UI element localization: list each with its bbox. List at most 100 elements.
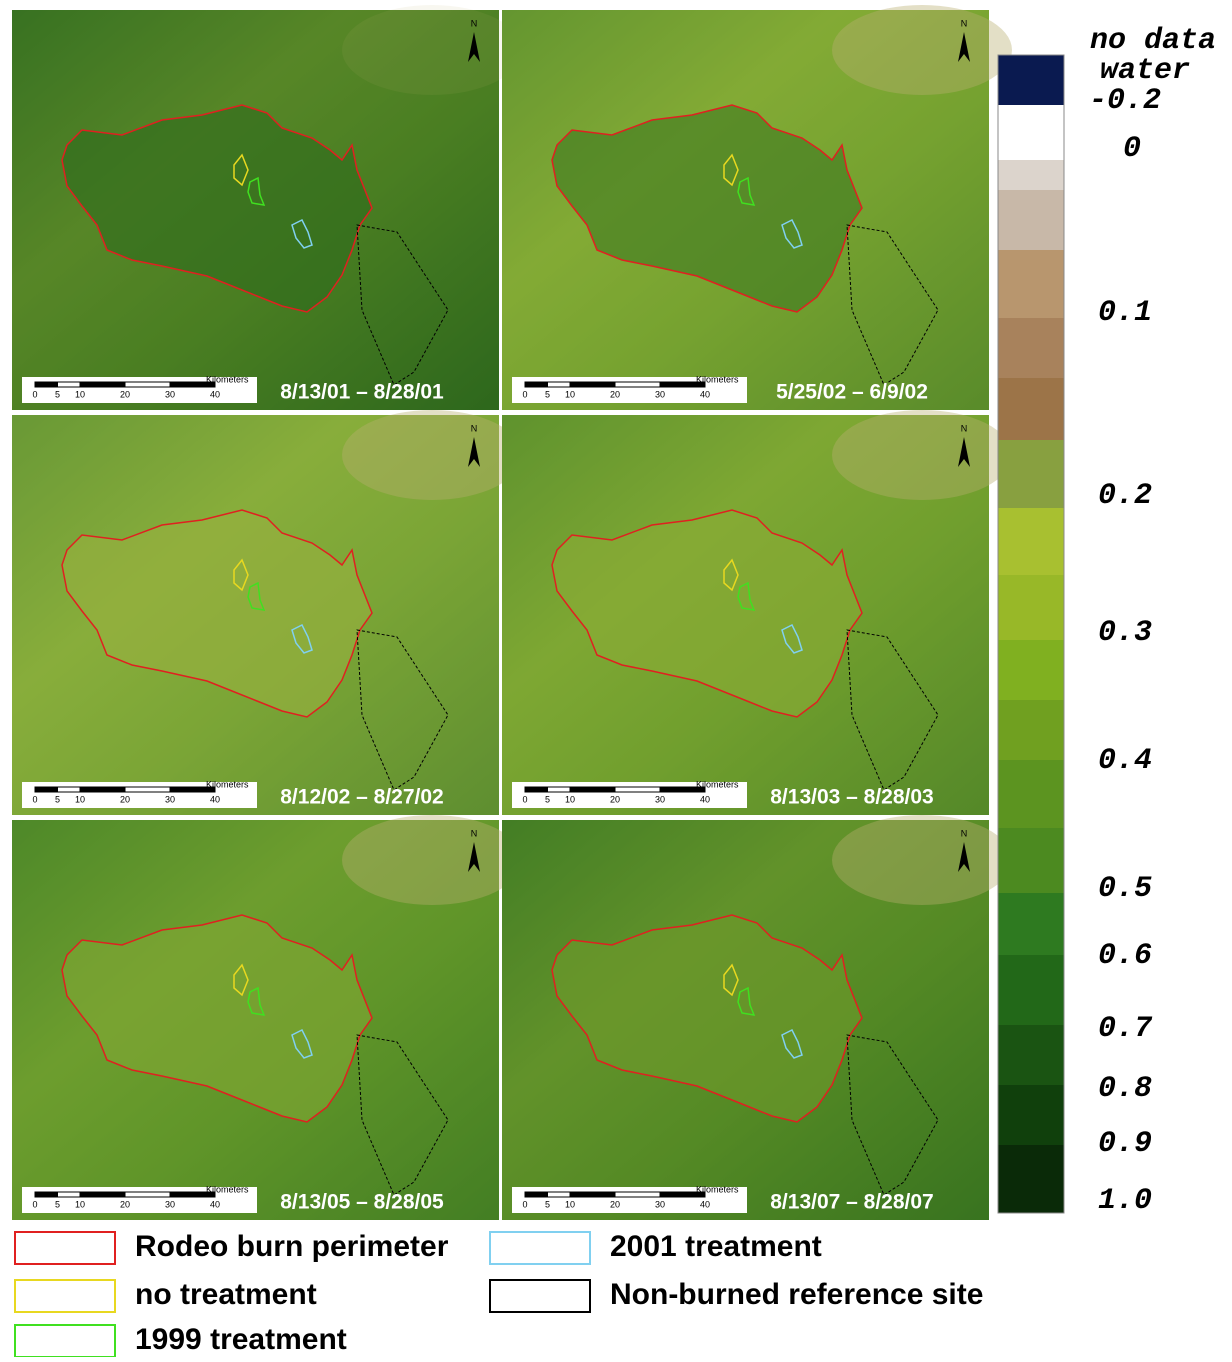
scale-tick-label: 20	[120, 389, 130, 399]
no-treatment	[723, 153, 739, 187]
scale-tick-label: 40	[700, 794, 710, 804]
scale-tick-label: 30	[165, 1199, 175, 1209]
scale-bar-box	[512, 1187, 747, 1213]
north-label: N	[961, 828, 968, 838]
colorbar-segment	[998, 55, 1064, 105]
scale-bar-box	[22, 377, 257, 403]
scale-bar-segment	[34, 786, 58, 793]
legend-label: Rodeo burn perimeter	[135, 1230, 449, 1263]
north-arrow	[468, 32, 480, 62]
colorbar-segment	[998, 105, 1064, 160]
date-label: 8/13/01 – 8/28/01	[280, 381, 444, 404]
map-panel: N 0 5 10 20 30 40 Kilometers 8/13/05 – 8/28/05	[12, 815, 522, 1220]
colorbar-label: 0.9	[1098, 1127, 1152, 1161]
scale-unit: Kilometers	[696, 374, 739, 384]
north-label: N	[961, 18, 968, 28]
treatment-1999	[247, 986, 266, 1016]
no-treatment	[723, 558, 739, 592]
scale-tick-label: 10	[75, 794, 85, 804]
scale-bar-segment	[614, 786, 661, 793]
scale-bar-segment	[169, 786, 216, 793]
colorbar-segment	[998, 1025, 1064, 1085]
date-label: 5/25/02 – 6/9/02	[776, 381, 928, 404]
scale-tick-label: 0	[522, 794, 527, 804]
colorbar-segment	[998, 440, 1064, 508]
legend-swatch	[14, 1324, 116, 1358]
scale-tick-label: 10	[565, 389, 575, 399]
north-arrow	[958, 842, 970, 872]
scale-tick-label: 10	[75, 389, 85, 399]
scale-bar-segment	[569, 1191, 616, 1198]
scale-bar-segment	[34, 1191, 58, 1198]
burn-perimeter	[551, 914, 863, 1123]
scale-unit: Kilometers	[696, 779, 739, 789]
reference-site	[846, 629, 939, 791]
highland	[832, 5, 1012, 95]
north-label: N	[471, 423, 478, 433]
scale-bar-box	[22, 1187, 257, 1213]
treatment-2001	[781, 1028, 803, 1059]
scale-tick-label: 20	[120, 1199, 130, 1209]
map-panel: N 0 5 10 20 30 40 Kilometers 8/13/01 – 8/28/01	[12, 5, 522, 410]
scale-tick-label: 0	[522, 1199, 527, 1209]
scale-tick-label: 0	[32, 1199, 37, 1209]
scale-unit: Kilometers	[206, 779, 249, 789]
treatment-1999	[737, 581, 756, 611]
legend-swatch	[14, 1279, 116, 1313]
colorbar-segment	[998, 190, 1064, 250]
colorbar-segment	[998, 955, 1064, 1025]
date-label: 8/13/07 – 8/28/07	[770, 1191, 933, 1214]
no-treatment	[723, 963, 739, 997]
colorbar-label: 0.7	[1098, 1012, 1153, 1046]
scale-bar-segment	[79, 1191, 126, 1198]
scale-bar-segment	[614, 381, 661, 388]
burn-perimeter	[61, 104, 373, 313]
scale-tick-label: 40	[700, 1199, 710, 1209]
scale-bar-segment	[57, 1191, 81, 1198]
scale-bar-segment	[524, 1191, 548, 1198]
north-label: N	[471, 828, 478, 838]
treatment-1999	[247, 581, 266, 611]
colorbar-label: 0.4	[1098, 744, 1152, 778]
burn-area	[552, 105, 862, 312]
scale-bar-box	[22, 782, 257, 808]
colorbar-segment	[998, 760, 1064, 828]
colorbar-frame	[997, 54, 1065, 1214]
north-label: N	[471, 18, 478, 28]
map-panel: N 0 5 10 20 30 40 Kilometers 8/13/07 – 8/28/07	[502, 815, 1012, 1220]
scale-tick-label: 10	[565, 794, 575, 804]
north-label: N	[961, 423, 968, 433]
colorbar-label: 0.1	[1098, 296, 1152, 330]
burn-perimeter	[551, 509, 863, 718]
colorbar-segment	[998, 828, 1064, 893]
highland	[832, 815, 1012, 905]
colorbar-segment	[998, 160, 1064, 190]
scale-tick-label: 40	[210, 794, 220, 804]
scale-tick-label: 5	[55, 389, 60, 399]
scale-bar-segment	[169, 1191, 216, 1198]
scale-bar-segment	[569, 786, 616, 793]
colorbar-segment	[998, 640, 1064, 700]
scale-tick-label: 30	[655, 794, 665, 804]
scale-unit: Kilometers	[206, 374, 249, 384]
treatment-2001	[291, 1028, 313, 1059]
burn-area	[552, 510, 862, 717]
map-panel: N 0 5 10 20 30 40 Kilometers 5/25/02 – 6/9/02	[502, 5, 1012, 410]
treatment-2001	[291, 218, 313, 249]
burn-perimeter	[61, 509, 373, 718]
colorbar-label: 0.3	[1098, 616, 1152, 650]
scale-bar-segment	[659, 381, 706, 388]
colorbar-label: no data	[1090, 24, 1216, 58]
reference-site	[356, 224, 449, 386]
colorbar-segment	[998, 1145, 1064, 1213]
scale-tick-label: 10	[75, 1199, 85, 1209]
scale-tick-label: 20	[610, 389, 620, 399]
burn-area	[62, 510, 372, 717]
scale-bar-segment	[547, 786, 571, 793]
legend-swatch	[14, 1231, 116, 1265]
highland	[342, 815, 522, 905]
scale-bar-segment	[547, 381, 571, 388]
reference-site	[356, 1034, 449, 1196]
map-panel: N 0 5 10 20 30 40 Kilometers 8/12/02 – 8/27/02	[12, 410, 522, 815]
